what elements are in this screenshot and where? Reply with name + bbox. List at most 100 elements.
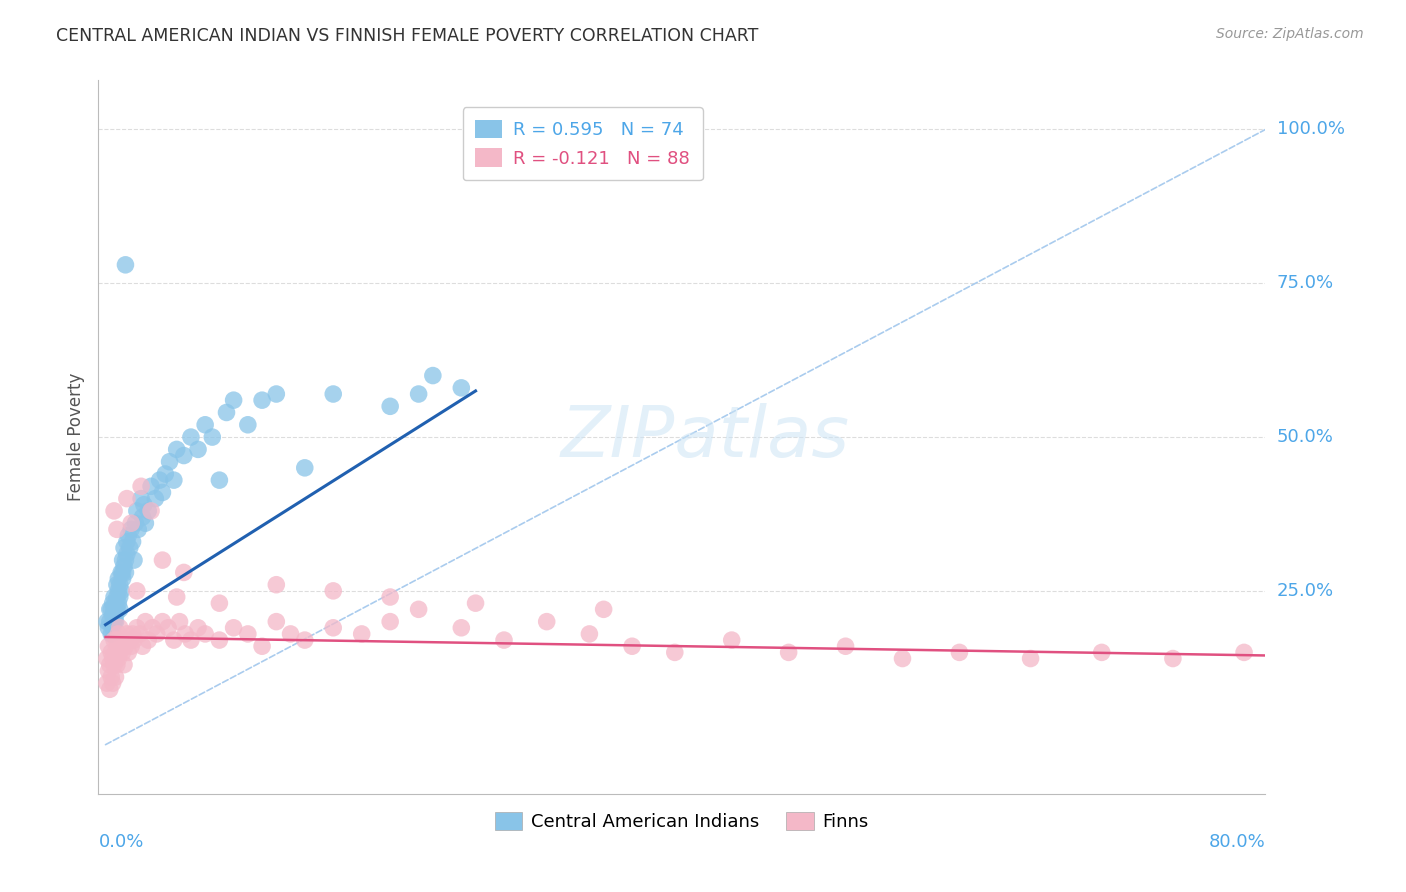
Point bbox=[236, 627, 259, 641]
Point bbox=[166, 590, 188, 604]
Point bbox=[112, 541, 135, 555]
Point bbox=[98, 602, 121, 616]
Point bbox=[155, 467, 177, 481]
Text: 100.0%: 100.0% bbox=[1277, 120, 1344, 138]
Text: CENTRAL AMERICAN INDIAN VS FINNISH FEMALE POVERTY CORRELATION CHART: CENTRAL AMERICAN INDIAN VS FINNISH FEMAL… bbox=[56, 27, 759, 45]
Point bbox=[115, 491, 138, 506]
Point bbox=[124, 516, 146, 531]
Point bbox=[536, 615, 558, 629]
Point bbox=[105, 578, 128, 592]
Point bbox=[122, 553, 145, 567]
Point bbox=[131, 639, 153, 653]
Point bbox=[103, 615, 125, 629]
Point bbox=[107, 583, 129, 598]
Point bbox=[107, 651, 129, 665]
Point bbox=[97, 621, 120, 635]
Point bbox=[117, 528, 139, 542]
Point bbox=[105, 602, 128, 616]
Point bbox=[152, 485, 174, 500]
Point bbox=[96, 615, 118, 629]
Text: 0.0%: 0.0% bbox=[98, 833, 143, 851]
Point bbox=[103, 504, 125, 518]
Point bbox=[464, 596, 486, 610]
Text: 50.0%: 50.0% bbox=[1277, 428, 1333, 446]
Point bbox=[208, 473, 231, 487]
Point bbox=[98, 657, 121, 672]
Point bbox=[98, 682, 121, 697]
Point bbox=[1019, 651, 1042, 665]
Point bbox=[100, 627, 122, 641]
Point bbox=[110, 566, 132, 580]
Point bbox=[163, 633, 186, 648]
Point bbox=[105, 590, 128, 604]
Point bbox=[201, 430, 224, 444]
Point bbox=[139, 504, 162, 518]
Point bbox=[120, 639, 142, 653]
Point bbox=[105, 522, 128, 536]
Point bbox=[380, 590, 402, 604]
Point bbox=[166, 442, 188, 457]
Point bbox=[104, 645, 127, 659]
Point bbox=[104, 596, 127, 610]
Point bbox=[180, 633, 202, 648]
Point bbox=[222, 393, 245, 408]
Point bbox=[96, 676, 118, 690]
Point bbox=[125, 504, 148, 518]
Point bbox=[120, 522, 142, 536]
Point bbox=[118, 633, 141, 648]
Point bbox=[173, 566, 195, 580]
Text: 75.0%: 75.0% bbox=[1277, 274, 1334, 293]
Point bbox=[104, 615, 127, 629]
Point bbox=[143, 491, 166, 506]
Point bbox=[101, 676, 124, 690]
Point bbox=[664, 645, 686, 659]
Point bbox=[110, 583, 132, 598]
Point bbox=[125, 583, 148, 598]
Point bbox=[111, 645, 134, 659]
Point bbox=[103, 590, 125, 604]
Text: 25.0%: 25.0% bbox=[1277, 582, 1334, 600]
Point bbox=[208, 596, 231, 610]
Point bbox=[108, 590, 131, 604]
Point bbox=[114, 639, 136, 653]
Point bbox=[101, 596, 124, 610]
Point bbox=[621, 639, 644, 653]
Point bbox=[163, 473, 186, 487]
Point bbox=[134, 516, 156, 531]
Point bbox=[111, 572, 134, 586]
Point bbox=[208, 633, 231, 648]
Point bbox=[129, 491, 152, 506]
Point bbox=[108, 578, 131, 592]
Point bbox=[380, 615, 402, 629]
Point bbox=[1161, 651, 1184, 665]
Point bbox=[112, 633, 135, 648]
Point bbox=[194, 627, 217, 641]
Point bbox=[149, 473, 172, 487]
Point bbox=[114, 553, 136, 567]
Point bbox=[105, 657, 128, 672]
Point bbox=[127, 522, 149, 536]
Point bbox=[408, 602, 430, 616]
Point bbox=[422, 368, 444, 383]
Point bbox=[107, 627, 129, 641]
Point bbox=[104, 608, 127, 623]
Point bbox=[108, 621, 131, 635]
Point bbox=[408, 387, 430, 401]
Text: ZIPatlas: ZIPatlas bbox=[561, 402, 849, 472]
Point bbox=[322, 621, 344, 635]
Point bbox=[187, 621, 209, 635]
Point bbox=[101, 608, 124, 623]
Point bbox=[174, 627, 197, 641]
Point bbox=[169, 615, 191, 629]
Point bbox=[117, 645, 139, 659]
Point bbox=[118, 541, 141, 555]
Point bbox=[1233, 645, 1256, 659]
Point bbox=[322, 387, 344, 401]
Point bbox=[250, 639, 273, 653]
Point bbox=[139, 479, 162, 493]
Point bbox=[134, 615, 156, 629]
Point bbox=[141, 621, 163, 635]
Point bbox=[108, 645, 131, 659]
Point bbox=[266, 578, 288, 592]
Point bbox=[280, 627, 302, 641]
